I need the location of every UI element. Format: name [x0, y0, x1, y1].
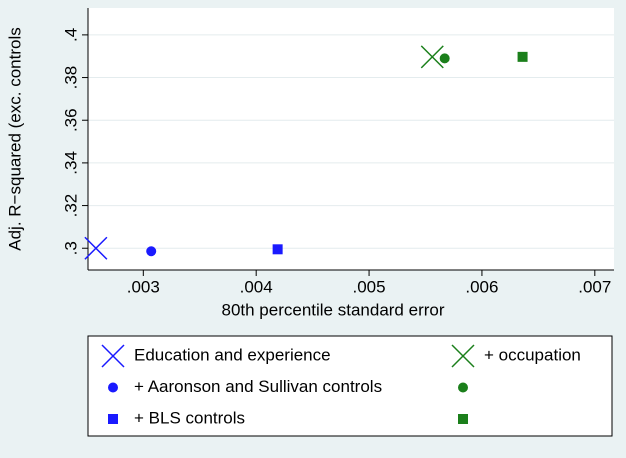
legend-marker [451, 344, 475, 368]
legend-label: + Aaronson and Sullivan controls [134, 377, 382, 396]
legend-marker [458, 414, 468, 424]
point [420, 45, 444, 69]
plot-area [88, 8, 614, 270]
y-tick-label: .4 [61, 28, 80, 42]
x-tick-label: .007 [578, 277, 611, 296]
y-tick-label: .3 [61, 241, 80, 255]
legend-marker [108, 382, 118, 393]
point [517, 51, 528, 62]
x-tick-label: .004 [240, 277, 273, 296]
x-tick-label: .006 [465, 277, 498, 296]
legend-marker [458, 382, 468, 393]
legend-box [87, 335, 613, 437]
x-axis-title: 80th percentile standard error [221, 300, 444, 319]
legend-label: + BLS controls [134, 408, 245, 427]
y-tick-label: .32 [61, 194, 80, 218]
legend-marker [101, 344, 125, 368]
y-axis-title: Adj. R−squared (exc. controls [5, 27, 24, 250]
x-tick-label: .005 [353, 277, 386, 296]
y-tick-label: .36 [61, 108, 80, 132]
x-tick-label: .003 [127, 277, 160, 296]
point [272, 244, 283, 255]
point [84, 236, 108, 260]
point [439, 53, 450, 64]
legend-label: + occupation [484, 345, 581, 364]
legend-marker [108, 414, 118, 424]
legend-label: Education and experience [134, 345, 331, 364]
y-tick-label: .38 [61, 66, 80, 90]
point [146, 246, 157, 257]
y-tick-label: .34 [61, 151, 80, 175]
